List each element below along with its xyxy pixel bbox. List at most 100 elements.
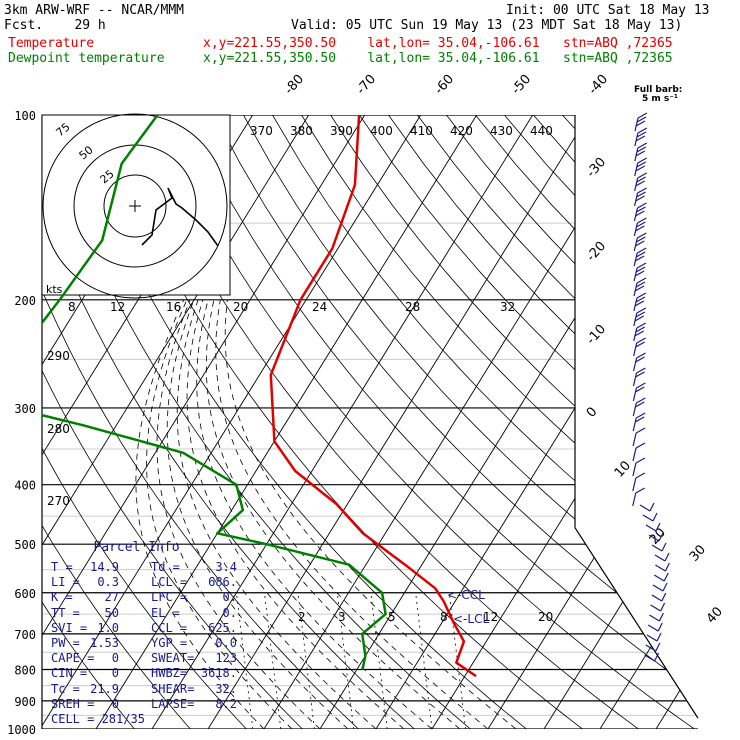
wind-barb xyxy=(632,447,637,462)
pressure-tick-label: 500 xyxy=(14,538,36,552)
theta-label: 380 xyxy=(290,124,313,138)
isotherm-line xyxy=(431,115,698,729)
parcel-info-cell: 686. xyxy=(208,575,237,590)
pressure-tick-label: 800 xyxy=(14,663,36,677)
wind-barb xyxy=(633,207,639,222)
wind-barb xyxy=(639,504,651,512)
wind-barb-flag xyxy=(636,146,647,153)
wind-barb-flag xyxy=(636,221,646,228)
isotherm-line xyxy=(95,115,478,729)
dry-adiabat xyxy=(127,115,639,729)
dry-adiabat xyxy=(42,115,359,729)
wind-barb-flag xyxy=(637,142,648,149)
wind-barb xyxy=(632,387,637,402)
parcel-info-cell: YGP = xyxy=(151,636,188,650)
theta-label: 280 xyxy=(47,422,70,436)
wind-barb-flag xyxy=(649,502,655,512)
parcel-info-cell: 0.3 xyxy=(97,575,119,590)
parcel-info-cell: SWEAT= xyxy=(151,651,195,666)
wind-barb-flag xyxy=(636,176,646,183)
theta-label: 390 xyxy=(330,124,353,138)
parcel-info-cell: EL = xyxy=(151,605,180,620)
wind-barb-flag xyxy=(636,247,647,254)
wind-barb-flag xyxy=(661,542,667,552)
wind-barb-flag xyxy=(635,251,646,258)
wind-barb-flag xyxy=(664,562,670,572)
parcel-info-cell: 0. xyxy=(222,590,237,605)
moist-adiabat xyxy=(196,299,433,729)
pressure-tick-label: 900 xyxy=(14,695,36,709)
parcel-info-cell: K = xyxy=(51,590,73,605)
theta-label: 270 xyxy=(47,494,70,508)
isotherm-label: -70 xyxy=(354,72,379,98)
theta-label: 440 xyxy=(530,124,553,138)
wind-barb-flag xyxy=(635,356,645,363)
plot-diagonal-border xyxy=(574,527,699,719)
pressure-tick-label: 1000 xyxy=(7,723,36,737)
dry-adiabat xyxy=(301,115,698,729)
wind-barb-flag xyxy=(635,180,645,187)
isotherm-line xyxy=(207,115,590,729)
parcel-info-cell: PW = xyxy=(51,636,80,650)
isotherm-label: -30 xyxy=(584,155,609,181)
wind-barb-flag xyxy=(634,315,645,322)
wind-barb xyxy=(644,654,655,662)
dry-adiabat xyxy=(504,115,698,729)
parcel-info-cell: SHEAR= xyxy=(151,681,195,696)
parcel-info-cell: 625. xyxy=(208,620,237,635)
mixing-ratio-label: 8 xyxy=(440,610,448,624)
isotherm-line xyxy=(487,115,698,729)
wind-barb xyxy=(634,162,639,177)
parcel-info-cell: 1.53 xyxy=(90,636,119,650)
wind-barb-flag xyxy=(662,582,668,592)
wind-barb-flag xyxy=(636,232,647,239)
parcel-info-cell: LFC = xyxy=(151,590,188,605)
wind-barb-flag xyxy=(634,401,645,408)
dry-adiabat xyxy=(417,115,698,729)
parcel-info-cell: 32. xyxy=(215,681,237,696)
valid-time: Valid: 05 UTC Sun 19 May 13 (23 MDT Sat … xyxy=(291,18,683,33)
theta-label: 370 xyxy=(250,124,273,138)
mixing-ratio-label: 20 xyxy=(233,300,248,314)
wind-barb-flag xyxy=(637,187,647,194)
pressure-tick-label: 300 xyxy=(14,402,36,416)
parcel-info-cell: LI = xyxy=(51,575,80,590)
parcel-info-cell: T = xyxy=(51,560,73,574)
mixing-ratio-label: 12 xyxy=(483,610,498,624)
theta-label: 420 xyxy=(450,124,473,138)
parcel-info-cell: 8.2 xyxy=(215,696,237,711)
hodograph-panel xyxy=(41,114,231,296)
wind-barb-flag xyxy=(635,135,646,142)
dry-adiabat xyxy=(359,115,698,729)
parcel-info-cell: 0.0 xyxy=(215,636,237,650)
isotherm-line xyxy=(543,115,698,729)
wind-barb-flag xyxy=(636,322,647,329)
wind-barb xyxy=(651,544,663,552)
parcel-info-cell: 3.4 xyxy=(215,560,237,574)
mixing-ratio-label: 8 xyxy=(68,300,76,314)
level-annotation: <-LCL xyxy=(453,612,489,626)
dry-adiabat xyxy=(388,115,698,729)
parcel-info-cell: 1.0 xyxy=(97,620,119,635)
forecast-hour: Fcst. 29 h xyxy=(4,18,106,33)
moist-adiabat xyxy=(135,299,265,729)
wind-barb-flag xyxy=(654,652,660,662)
wind-barb-flag xyxy=(636,262,647,269)
wind-barb xyxy=(632,372,638,387)
dry-adiabat xyxy=(42,115,135,729)
wind-barb-flag xyxy=(637,172,647,179)
wind-barb xyxy=(647,624,659,632)
dry-adiabat xyxy=(42,115,247,729)
temperature-legend-label: Temperature xyxy=(8,36,95,51)
temperature-profile xyxy=(269,115,477,678)
parcel-info-cell: LCL = xyxy=(151,575,188,590)
wind-barb-flag xyxy=(635,210,645,217)
isotherm-line xyxy=(42,115,422,729)
dewpoint-legend-info: x,y=221.55,350.50 lat,lon= 35.04,-106.61… xyxy=(203,51,673,66)
mixing-ratio-label: 32 xyxy=(500,300,515,314)
wind-barb xyxy=(633,312,638,327)
wind-barb xyxy=(633,237,638,252)
barb-legend-title: Full barb: xyxy=(634,85,683,95)
wind-barb-flag xyxy=(636,161,647,168)
wind-barb xyxy=(646,634,658,642)
